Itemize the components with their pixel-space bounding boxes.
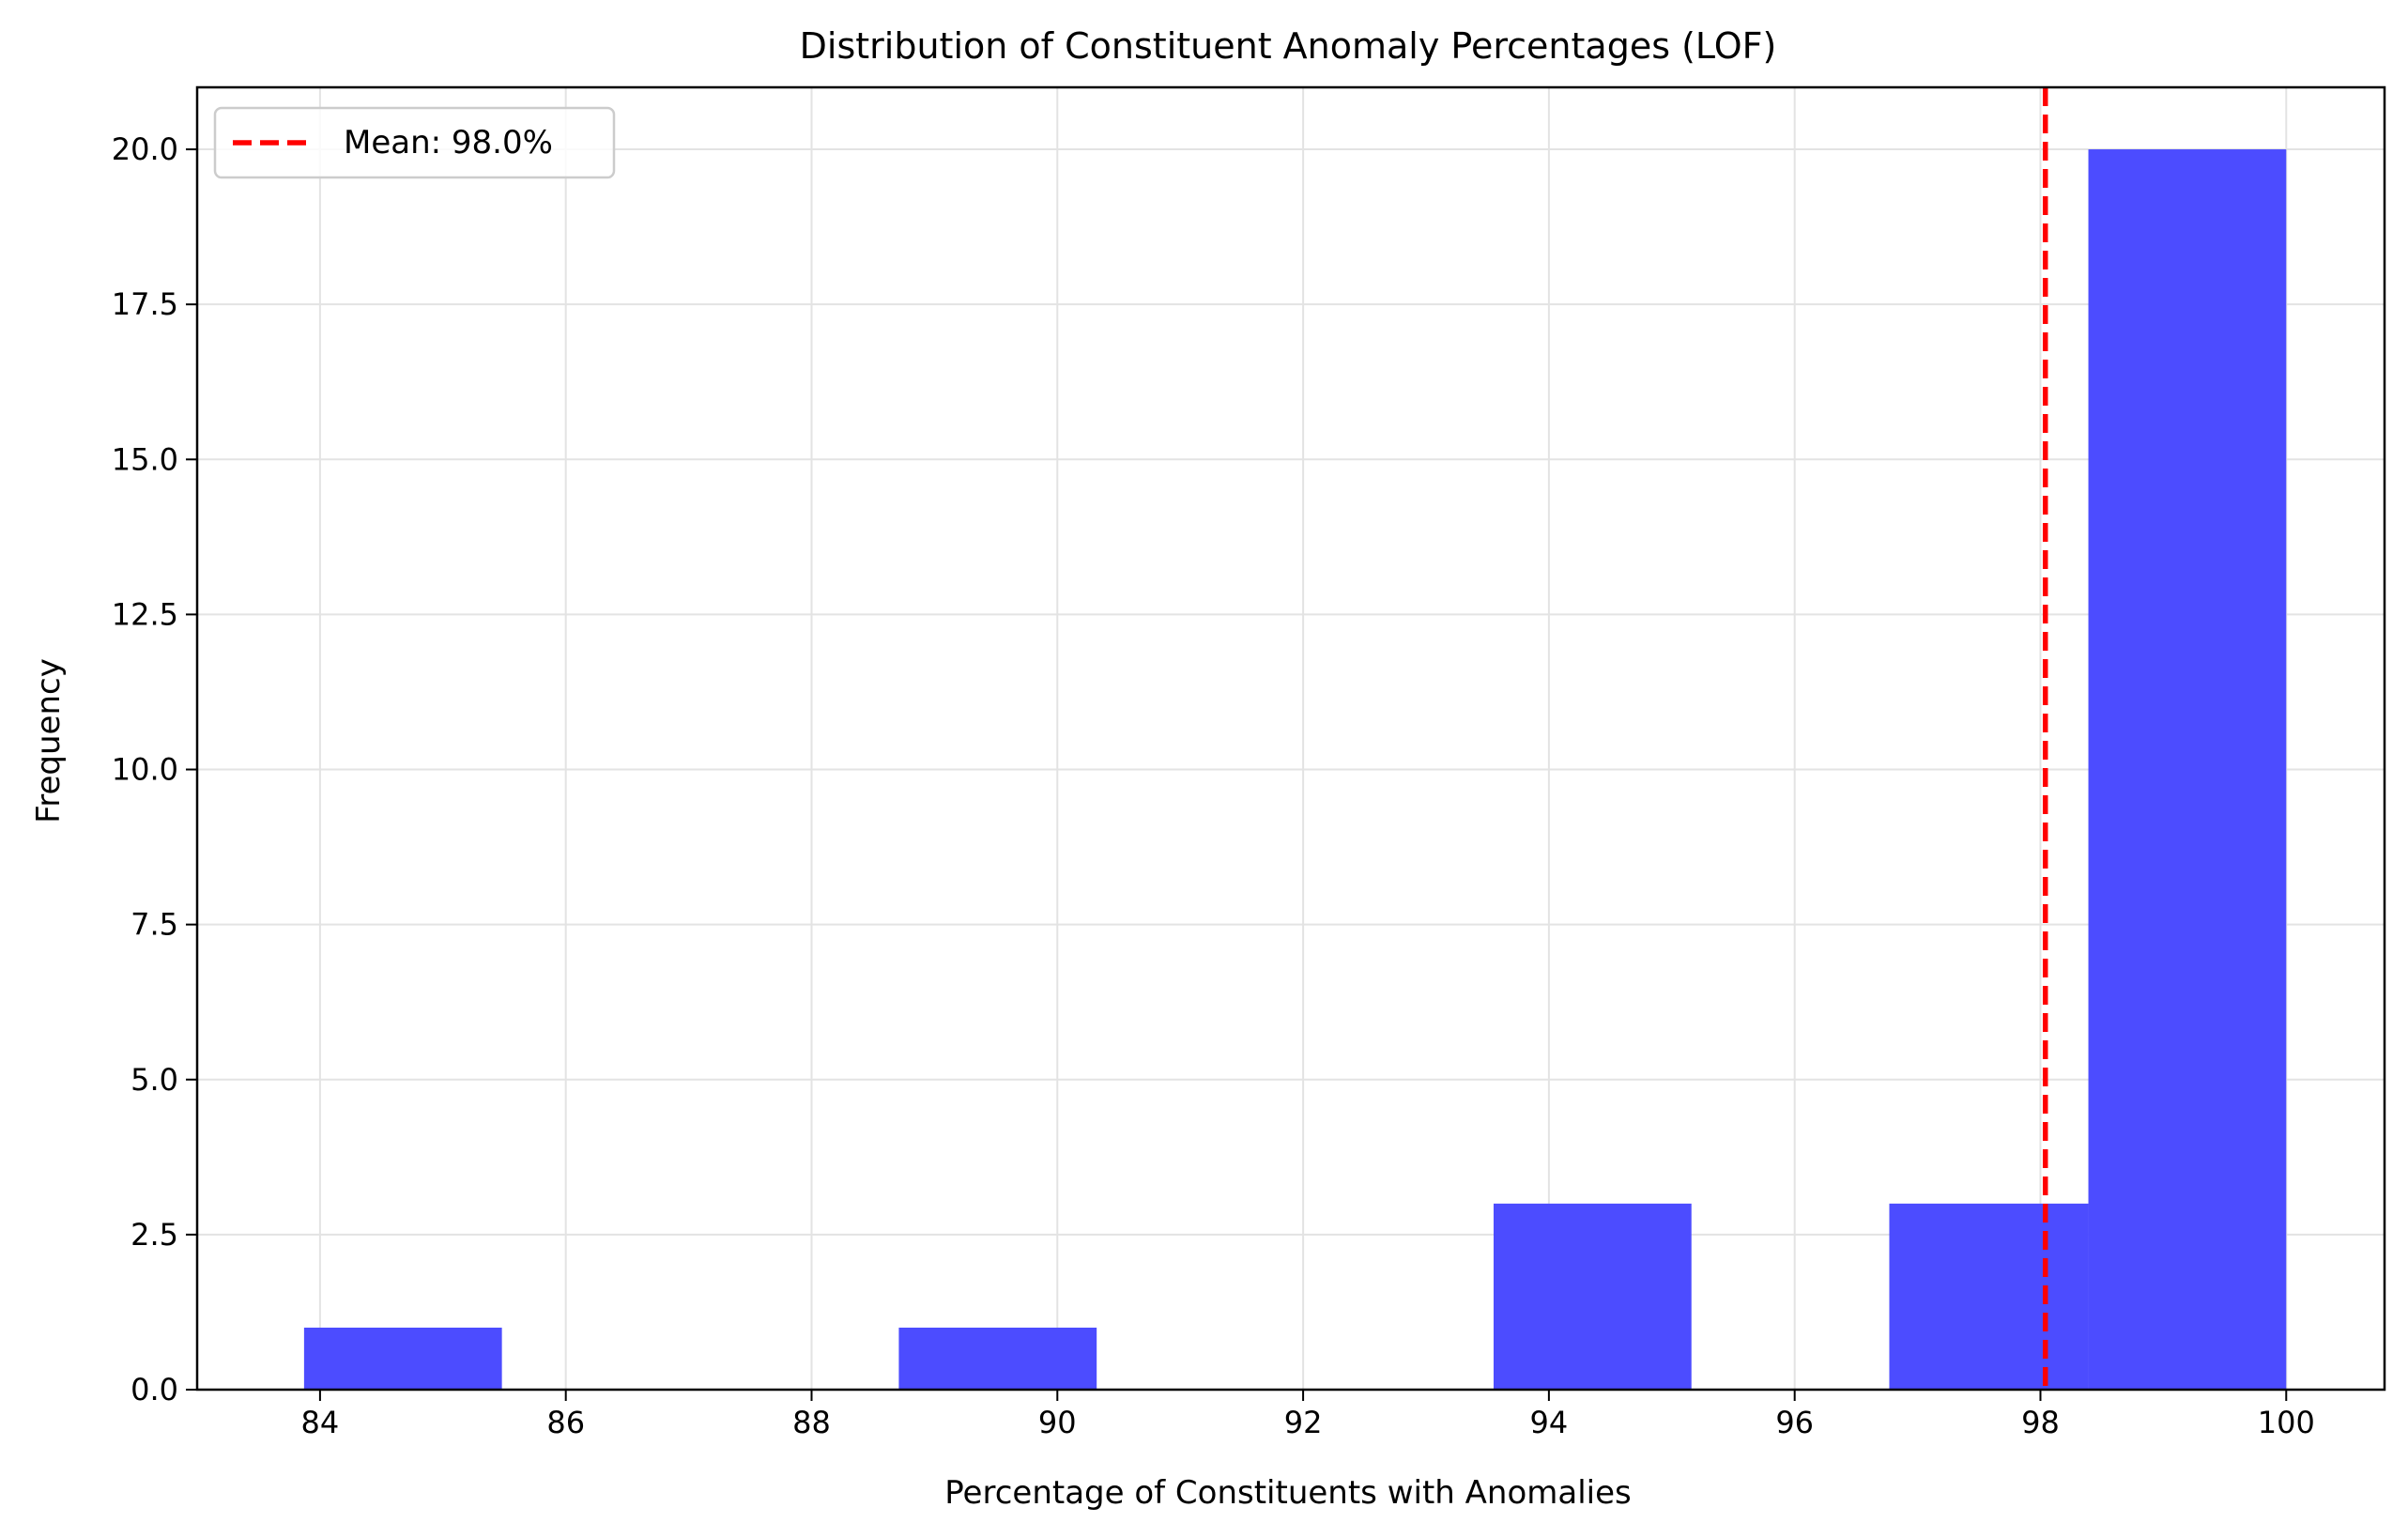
x-tick-label: 84 [301,1405,340,1440]
histogram-bar [1889,1203,2089,1390]
histogram-bar [898,1327,1097,1390]
x-tick-label: 90 [1038,1405,1077,1440]
x-tick-label: 94 [1530,1405,1569,1440]
y-axis-label: Frequency [30,658,68,823]
histogram-bar [303,1327,502,1390]
x-tick-label: 96 [1775,1405,1814,1440]
y-tick-label: 20.0 [112,131,178,167]
y-tick-label: 17.5 [112,286,178,322]
y-tick-label: 0.0 [130,1372,178,1407]
x-axis-label: Percentage of Constituents with Anomalie… [944,1474,1631,1512]
x-tick-label: 100 [2258,1405,2315,1440]
chart-title: Distribution of Constituent Anomaly Perc… [800,25,1777,67]
x-tick-label: 86 [546,1405,585,1440]
y-tick-label: 5.0 [130,1062,178,1098]
y-tick-label: 2.5 [130,1217,178,1253]
histogram-bar [1493,1203,1692,1390]
legend: Mean: 98.0% [213,106,616,179]
histogram-bar [2088,149,2287,1391]
x-tick-label: 98 [2021,1405,2060,1440]
x-axis-ticks: 84 86 88 90 92 94 96 98 100 [301,1390,2315,1440]
x-tick-label: 88 [792,1405,831,1440]
y-tick-label: 12.5 [112,596,178,632]
legend-box [213,106,616,179]
x-tick-label: 92 [1284,1405,1323,1440]
legend-mean-label: Mean: 98.0% [344,124,553,161]
y-tick-label: 7.5 [130,907,178,943]
plot-area-frame [195,85,2386,1392]
y-tick-label: 15.0 [112,441,178,477]
y-tick-label: 10.0 [112,752,178,788]
y-axis-ticks: 0.0 2.5 5.0 7.5 10.0 12.5 15.0 17.5 20.0 [112,131,197,1407]
histogram-bars [303,149,2287,1391]
